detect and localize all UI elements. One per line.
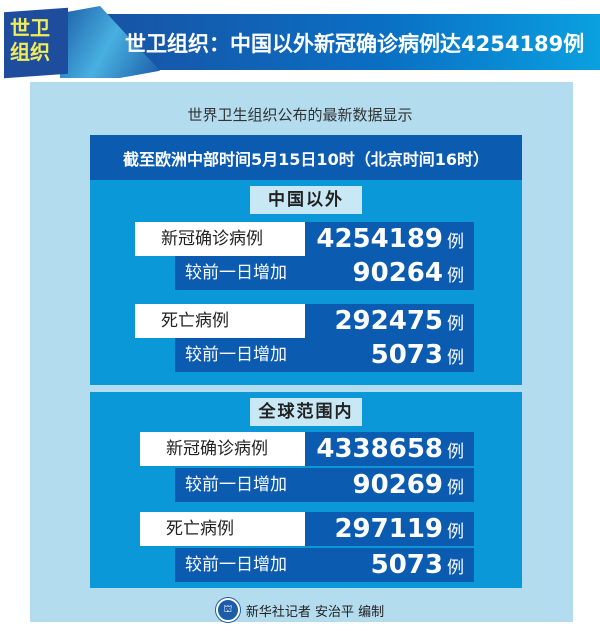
section-title: 全球范围内: [250, 398, 362, 426]
deaths-number: 297119: [334, 514, 443, 544]
footer: ⛫ 新华社记者 安治平 编制: [0, 598, 600, 622]
confirmed_increase-value: 90269 例: [305, 468, 474, 502]
deaths-unit: 例: [447, 521, 464, 542]
deaths_increase-value: 5073 例: [305, 548, 474, 582]
confirmed-value: 4338658 例: [305, 432, 474, 466]
confirmed-label: 新冠确诊病例: [140, 432, 305, 466]
subtitle: 世界卫生组织公布的最新数据显示: [187, 106, 413, 124]
deaths_increase-number: 5073: [370, 340, 443, 370]
confirmed_increase-number: 90269: [352, 470, 443, 500]
deaths-number: 292475: [334, 306, 443, 336]
section-title: 中国以外: [250, 186, 362, 214]
xinhua-emblem-icon: ⛫: [215, 598, 240, 622]
confirmed_increase-number: 90264: [352, 258, 443, 288]
deaths_increase-unit: 例: [447, 347, 464, 368]
confirmed-unit: 例: [447, 441, 464, 462]
deaths_increase-label: 较前一日增加: [175, 548, 305, 582]
confirmed_increase-label: 较前一日增加: [175, 256, 305, 290]
deaths-value: 292475 例: [305, 304, 474, 338]
confirmed-value: 4254189 例: [305, 222, 474, 256]
badge-text: 世卫组织: [10, 16, 50, 64]
deaths-unit: 例: [447, 313, 464, 334]
confirmed-number: 4254189: [316, 224, 443, 254]
confirmed-label: 新冠确诊病例: [135, 222, 305, 256]
confirmed-unit: 例: [447, 231, 464, 252]
confirmed_increase-unit: 例: [447, 477, 464, 498]
page-title: 世卫组织：中国以外新冠确诊病例达4254189例: [125, 32, 585, 56]
confirmed_increase-value: 90264 例: [305, 256, 474, 290]
date-banner: 截至欧洲中部时间5月15日10时（北京时间16时）: [90, 135, 522, 180]
deaths_increase-value: 5073 例: [305, 338, 474, 372]
credit: 新华社记者 安治平 编制: [245, 604, 385, 620]
deaths-label: 死亡病例: [135, 304, 305, 338]
deaths_increase-label: 较前一日增加: [175, 338, 305, 372]
confirmed_increase-label: 较前一日增加: [175, 468, 305, 502]
deaths-label: 死亡病例: [140, 512, 305, 546]
confirmed_increase-unit: 例: [447, 265, 464, 286]
deaths_increase-number: 5073: [370, 550, 443, 580]
deaths_increase-unit: 例: [447, 557, 464, 578]
deaths-value: 297119 例: [305, 512, 474, 546]
confirmed-number: 4338658: [316, 434, 443, 464]
